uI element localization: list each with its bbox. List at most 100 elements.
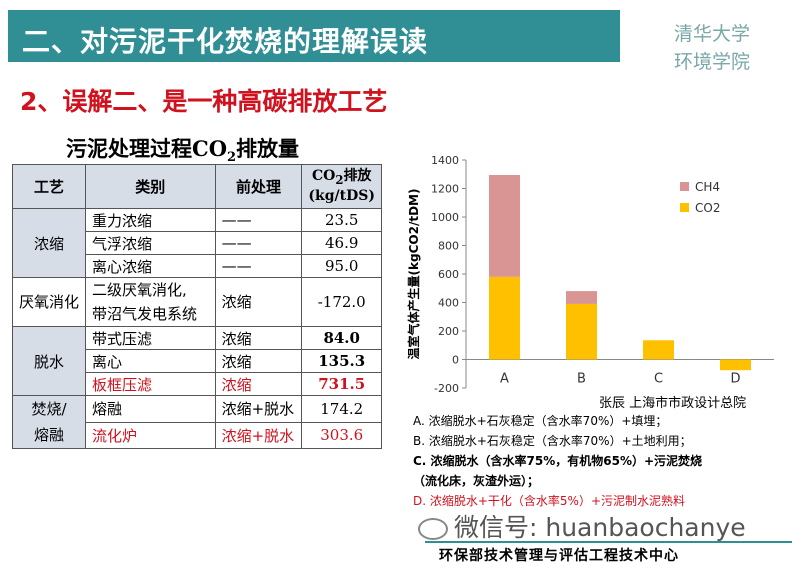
group-anaerobic: 厌氧消化: [11, 277, 87, 327]
bar-ch4-b: [566, 291, 597, 304]
x-tick-label: D: [730, 372, 740, 387]
header-process: 工艺: [11, 164, 87, 209]
legend-swatch-co2: [680, 203, 689, 212]
table-title-tail: 排放量: [236, 136, 300, 161]
table-row: 离心浓缩 —— 95.0: [13, 254, 382, 278]
header-co2-b: 排放: [343, 167, 372, 184]
row-category: 二级厌氧消化, 带沼气发电系统: [85, 277, 216, 327]
table-row: 浓缩 重力浓缩 —— 23.5: [11, 208, 382, 278]
row-pre: 浓缩+脱水: [214, 421, 303, 449]
bar-ch4-a: [489, 174, 520, 277]
wechat-watermark: 微信号: huanbaochanye: [418, 508, 746, 544]
scenario-c: C. 浓缩脱水（含水率75%，有机物65%）+污泥焚烧: [413, 454, 703, 468]
bar-co2-a: [489, 276, 520, 360]
row-pre: ——: [214, 254, 303, 278]
row-value: 731.5: [301, 372, 382, 396]
row-category: 离心: [85, 349, 216, 373]
row-pre: ——: [214, 231, 303, 255]
group-dewater: 脱水: [11, 326, 87, 396]
group-burn-line-2: 熔融: [34, 426, 65, 444]
footer-text: 环保部技术管理与评估工程技术中心: [439, 548, 679, 564]
scenario-a: A. 浓缩脱水+石灰稳定（含水率70%）+填埋；: [413, 414, 668, 428]
bar-co2-c: [643, 340, 674, 360]
chart-author: 张辰 上海市市政设计总院: [599, 396, 747, 411]
table-row: 气浮浓缩 —— 46.9: [13, 231, 382, 255]
page-title: 二、对污泥干化焚烧的理解误读: [22, 25, 429, 58]
table-row: 流化炉 浓缩+脱水 303.6: [13, 421, 382, 449]
table-header-row: 工艺 类别 前处理 CO2排放 (kg/tDS): [11, 164, 382, 209]
scenario-c-cont: （流化床，灰渣外运）；: [413, 474, 540, 488]
footer-bar: 环保部技术管理与评估工程技术中心: [425, 541, 792, 565]
row-value: -172.0: [301, 277, 382, 327]
y-tick-label: 1200: [431, 183, 459, 196]
emissions-bar-chart: -200 0 200 400 600 800 1000 1200 1400 温室气体产生量(kgC…: [404, 148, 784, 392]
scenario-b: B. 浓缩脱水+石灰稳定（含水率70%）+土地利用；: [413, 434, 692, 448]
emission-table: 工艺 类别 前处理 CO2排放 (kg/tDS) 浓缩 重力浓缩 —— 23.5 …: [11, 164, 382, 449]
group-burn-line-1: 焚烧/: [31, 400, 67, 418]
table-row: 厌氧消化 二级厌氧消化, 带沼气发电系统 浓缩 -172.0: [11, 277, 382, 327]
scenario-list: A. 浓缩脱水+石灰稳定（含水率70%）+填埋； B. 浓缩脱水+石灰稳定（含水…: [413, 411, 702, 511]
logo-line-1: 清华大学: [673, 23, 750, 45]
row-value: 23.5: [301, 208, 382, 232]
row-category: 熔融: [85, 395, 216, 423]
row-pre: 浓缩: [214, 372, 303, 396]
y-tick-label: -200: [434, 382, 459, 392]
legend-label-co2: CO2: [695, 201, 720, 215]
row-pre: ——: [214, 208, 303, 232]
row-pre: 浓缩: [214, 326, 303, 350]
table-title: 污泥处理过程CO2排放量: [66, 133, 299, 165]
y-tick-label: 400: [438, 297, 459, 310]
row-pre: 浓缩: [214, 349, 303, 373]
row-category-line-2: 带沼气发电系统: [92, 305, 198, 323]
table-title-main: 污泥处理过程CO: [66, 136, 228, 161]
title-bar: 二、对污泥干化焚烧的理解误读: [8, 10, 620, 62]
table-row: 板框压滤 浓缩 731.5: [13, 372, 382, 396]
wechat-icon: [418, 518, 448, 540]
x-tick-label: C: [654, 372, 663, 387]
row-category: 离心浓缩: [85, 254, 216, 278]
row-value: 95.0: [301, 254, 382, 278]
bar-co2-d: [720, 359, 751, 371]
wechat-text: 微信号: huanbaochanye: [454, 513, 746, 542]
table-title-sub: 2: [227, 150, 237, 166]
y-axis-title: 温室气体产生量(kgCO2/tDM): [406, 189, 421, 360]
group-burn: 焚烧/熔融: [11, 395, 87, 449]
row-category: 板框压滤: [85, 372, 216, 396]
legend-label-ch4: CH4: [695, 180, 720, 194]
bar-co2-b: [566, 303, 597, 360]
row-value: 46.9: [301, 231, 382, 255]
header-co2-sub: 2: [335, 172, 344, 187]
row-value: 84.0: [301, 326, 382, 350]
row-category: 流化炉: [85, 421, 216, 449]
y-tick-label: 200: [438, 325, 459, 338]
logo-line-2: 环境学院: [673, 51, 750, 73]
row-value: 303.6: [301, 421, 382, 449]
y-tick-label: 0: [452, 354, 459, 367]
group-thicken: 浓缩: [11, 208, 87, 278]
y-tick-label: 800: [438, 240, 459, 253]
table-row: 离心 浓缩 135.3: [13, 349, 382, 373]
y-tick-label: 1400: [431, 154, 459, 167]
y-tick-label: 1000: [431, 211, 459, 224]
header-co2-unit: (kg/tDS): [308, 188, 375, 205]
row-pre: 浓缩: [214, 277, 303, 327]
subtitle: 2、误解二、是一种高碳排放工艺: [20, 87, 388, 116]
row-pre: 浓缩+脱水: [214, 395, 303, 423]
row-category: 气浮浓缩: [85, 231, 216, 255]
row-category: 重力浓缩: [85, 208, 216, 232]
table-row: 脱水 带式压滤 浓缩 84.0: [11, 326, 382, 396]
row-value: 135.3: [301, 349, 382, 373]
header-category: 类别: [85, 164, 216, 209]
y-tick-label: 600: [438, 268, 459, 281]
x-tick-label: A: [500, 372, 509, 387]
legend-swatch-ch4: [680, 182, 689, 191]
row-category-line-1: 二级厌氧消化,: [92, 281, 187, 299]
header-pre: 前处理: [214, 164, 303, 209]
header-co2-a: CO: [311, 167, 336, 184]
table-row: 焚烧/熔融 熔融 浓缩+脱水 174.2: [11, 395, 382, 449]
row-value: 174.2: [301, 395, 382, 423]
university-logo: 清华大学 环境学院: [664, 20, 760, 76]
x-tick-label: B: [577, 372, 586, 387]
scenario-d: D. 浓缩脱水+干化（含水率5%）+污泥制水泥熟料: [413, 494, 686, 508]
row-category: 带式压滤: [85, 326, 216, 350]
